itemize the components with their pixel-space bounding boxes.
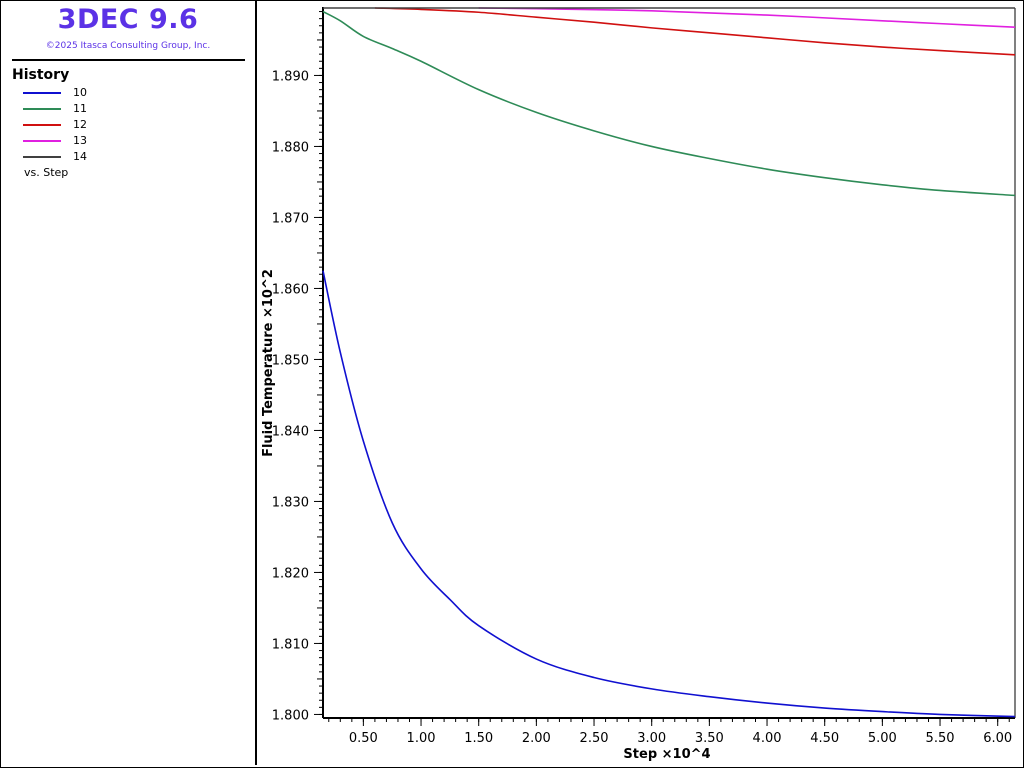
series-line-10 [322,270,1016,718]
y-tick-label: 1.800 [272,708,309,723]
legend-panel: 3DEC 9.6 ©2025 Itasca Consulting Group, … [1,1,257,765]
x-tick-label: 4.50 [810,731,839,746]
legend-swatch [23,140,61,142]
y-tick-label: 1.870 [272,211,309,226]
x-tick-label: 2.00 [522,731,551,746]
series-line-12 [374,7,1016,56]
title-divider [12,59,245,61]
legend-label: 13 [73,134,87,147]
y-tick-label: 1.810 [272,637,309,652]
y-tick-label: 1.830 [272,495,309,510]
x-tick-label: 1.00 [407,731,436,746]
x-tick-label: 6.00 [983,731,1012,746]
x-tick-label: 0.50 [349,731,378,746]
legend-label: 11 [73,102,87,115]
y-axis-title: Fluid Temperature ×10^2 [261,269,276,457]
series-line-11 [322,10,1016,197]
y-tick-label: 1.890 [272,69,309,84]
y-tick-label: 1.850 [272,353,309,368]
y-tick-label: 1.860 [272,282,309,297]
legend-item-14: 14 [23,149,223,165]
y-tick-label: 1.880 [272,140,309,155]
axes [322,7,1016,719]
series-line-13 [478,7,1016,28]
app-title: 3DEC 9.6 [57,4,199,35]
legend-label: 14 [73,150,87,163]
x-tick-label: 5.50 [926,731,955,746]
legend-item-11: 11 [23,101,223,117]
legend-x-variable: vs. Step [24,166,69,179]
series [322,7,1016,718]
x-tick-label: 2.50 [580,731,609,746]
x-tick-label: 3.00 [637,731,666,746]
legend-label: 12 [73,118,87,131]
legend-item-10: 10 [23,85,223,101]
x-tick-label: 3.50 [695,731,724,746]
x-tick-label: 4.00 [753,731,782,746]
ticks: 0.50 1.00 1.50 2.00 2.50 3.00 3.50 4.00 4.50 5.00… [272,11,1012,746]
x-axis-title: Step ×10^4 [623,747,710,762]
x-tick-label: 5.00 [868,731,897,746]
plot-area: 0.50 1.00 1.50 2.00 2.50 3.00 3.50 4.00 4.50 5.00… [261,7,1016,762]
legend-swatch [23,92,61,94]
y-tick-label: 1.820 [272,566,309,581]
legend-label: 10 [73,86,87,99]
y-tick-label: 1.840 [272,424,309,439]
legend-swatch [23,156,61,158]
x-tick-label: 1.50 [464,731,493,746]
legend-item-12: 12 [23,117,223,133]
legend-heading: History [12,67,70,83]
legend-swatch [23,108,61,110]
legend-swatch [23,124,61,126]
copyright-text: ©2025 Itasca Consulting Group, Inc. [45,41,211,51]
legend-item-13: 13 [23,133,223,149]
